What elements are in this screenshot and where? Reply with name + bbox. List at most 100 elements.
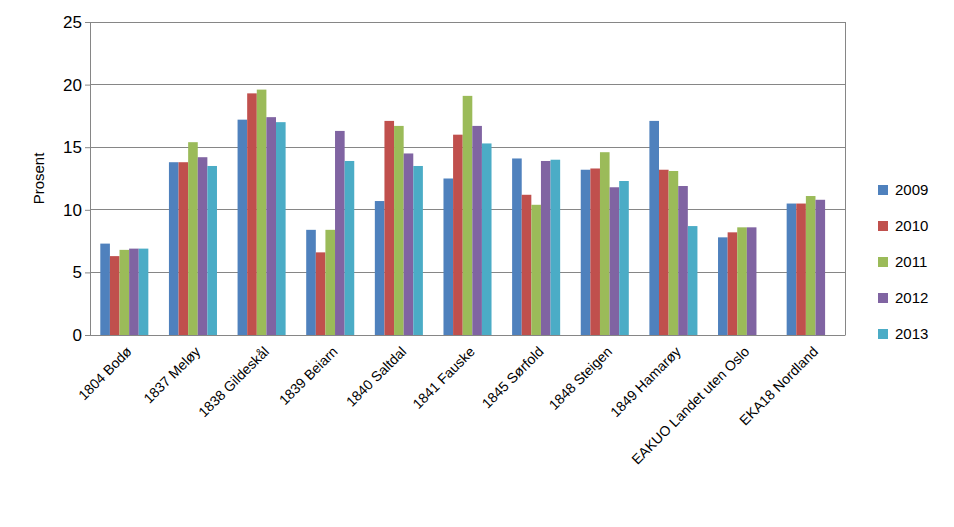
legend-label: 2013 <box>895 325 928 342</box>
bar <box>522 195 532 335</box>
x-tick: 1804 Bodø <box>75 335 135 403</box>
bar <box>737 227 747 335</box>
bar <box>110 256 120 335</box>
bar <box>276 122 286 335</box>
bar <box>384 121 394 335</box>
bar <box>482 143 492 335</box>
bar <box>316 252 326 335</box>
y-tick-label: 25 <box>63 13 82 32</box>
bar <box>472 126 482 335</box>
bar <box>718 237 728 335</box>
bar <box>443 179 453 336</box>
bar <box>688 226 698 335</box>
x-tick-label: 1839 Beiarn <box>276 343 341 408</box>
x-tick: 1838 Gildeskål <box>195 335 272 420</box>
bar <box>512 158 522 335</box>
bar <box>541 161 551 335</box>
y-tick: 0 <box>73 326 90 345</box>
bar <box>619 181 629 335</box>
bar <box>198 157 208 335</box>
bar <box>590 168 600 335</box>
bar <box>815 200 825 335</box>
legend-swatch <box>878 293 888 303</box>
x-tick: 1841 Fauske <box>409 335 478 412</box>
x-axis: 1804 Bodø1837 Meløy1838 Gildeskål1839 Be… <box>75 335 846 467</box>
y-axis-title: Prosent <box>30 152 47 205</box>
bar <box>747 227 757 335</box>
x-tick-label: 1804 Bodø <box>75 343 135 403</box>
x-tick-label: EAKUO Landet uten Oslo <box>628 343 752 467</box>
bar <box>806 196 816 335</box>
x-tick-label: EKA18 Nordland <box>736 343 821 428</box>
bar <box>207 166 217 335</box>
y-tick-label: 20 <box>63 76 82 95</box>
bar <box>796 204 806 335</box>
x-tick: EAKUO Landet uten Oslo <box>628 335 752 467</box>
bar <box>375 201 385 335</box>
bar <box>463 96 473 335</box>
bar <box>600 152 610 335</box>
y-tick: 5 <box>73 263 90 282</box>
bar <box>551 160 561 335</box>
legend-swatch <box>878 329 888 339</box>
bar <box>129 249 139 335</box>
legend-swatch <box>878 257 888 267</box>
bar <box>169 162 179 335</box>
plot-frame <box>845 22 846 335</box>
x-tick-label: 1837 Meløy <box>140 343 203 406</box>
legend: 20092010201120122013 <box>878 181 928 342</box>
y-tick-mark <box>85 85 90 86</box>
y-tick-mark <box>85 210 90 211</box>
x-tick: 1840 Saltdal <box>343 335 409 410</box>
y-tick-label: 10 <box>63 201 82 220</box>
x-tick: 1839 Beiarn <box>276 335 341 408</box>
legend-swatch <box>878 221 888 231</box>
y-tick: 15 <box>63 138 90 157</box>
x-tick-label: 1838 Gildeskål <box>195 343 272 420</box>
x-tick: 1848 Steigen <box>545 335 615 413</box>
grid-line <box>90 84 845 85</box>
bar <box>649 121 659 335</box>
x-tick: EKA18 Nordland <box>736 335 821 428</box>
bar <box>453 135 463 335</box>
x-tick-label: 1849 Hamarøy <box>607 343 684 420</box>
bar <box>325 230 335 335</box>
y-tick-mark <box>85 335 90 336</box>
bar <box>335 131 345 335</box>
x-tick: 1837 Meløy <box>140 335 203 406</box>
grid <box>90 22 845 335</box>
bar <box>247 93 257 335</box>
legend-label: 2009 <box>895 181 928 198</box>
bar <box>728 232 738 335</box>
y-axis: 0 5 10 15 20 25 <box>63 13 90 345</box>
bar <box>787 204 797 335</box>
bar <box>306 230 316 335</box>
y-tick-label: 15 <box>63 138 82 157</box>
legend-label: 2010 <box>895 217 928 234</box>
chart: 0 5 10 15 20 25 1804 Bodø1837 Meløy1838 Gildes… <box>0 0 954 527</box>
bars <box>100 90 825 335</box>
y-tick-mark <box>85 22 90 23</box>
bar <box>404 153 414 335</box>
bar <box>120 250 130 335</box>
bar <box>610 187 620 335</box>
bar <box>413 166 423 335</box>
bar <box>257 90 267 335</box>
y-tick: 25 <box>63 13 90 32</box>
y-tick-mark <box>85 272 90 273</box>
bar <box>188 142 198 335</box>
y-tick: 20 <box>63 76 90 95</box>
x-tick-label: 1840 Saltdal <box>343 343 409 409</box>
bar <box>581 170 591 335</box>
bar <box>139 249 149 335</box>
x-tick: 1845 Sørfold <box>479 335 547 411</box>
bar <box>179 162 189 335</box>
bar <box>531 205 541 335</box>
x-axis-line <box>91 335 846 336</box>
bar <box>100 244 110 335</box>
bar <box>394 126 404 335</box>
y-axis-line <box>90 23 91 336</box>
bar <box>659 170 669 335</box>
y-tick-label: 0 <box>73 326 82 345</box>
y-tick: 10 <box>63 201 90 220</box>
